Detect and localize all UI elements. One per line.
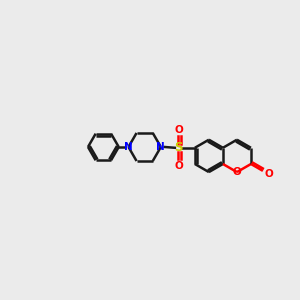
- Text: O: O: [174, 125, 183, 135]
- Text: N: N: [124, 142, 133, 152]
- Text: S: S: [174, 141, 183, 154]
- Text: O: O: [264, 169, 273, 179]
- Text: O: O: [232, 167, 241, 177]
- Text: O: O: [174, 161, 183, 171]
- Text: N: N: [157, 142, 165, 152]
